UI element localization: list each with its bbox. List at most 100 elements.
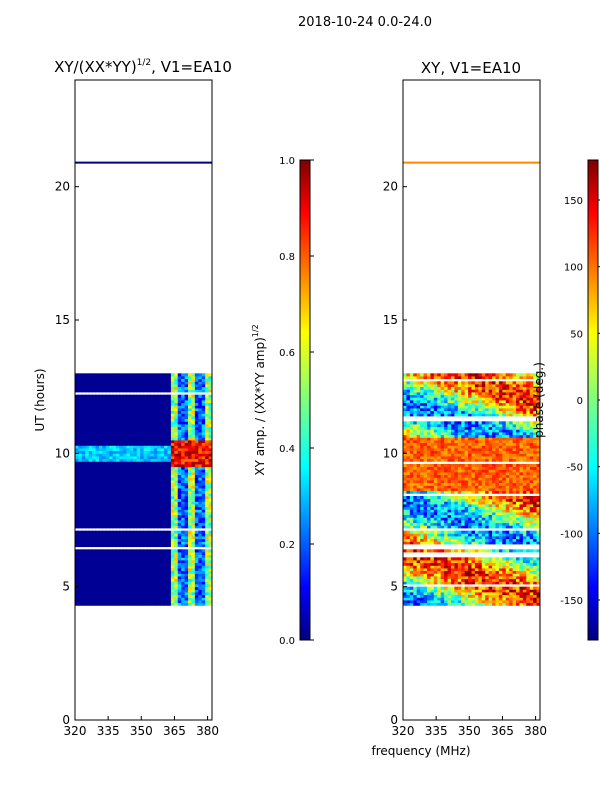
heatmap-cell (202, 597, 206, 600)
heatmap-cell (410, 536, 414, 539)
heatmap-cell (185, 549, 189, 552)
heatmap-cell (147, 448, 151, 451)
heatmap-cell (188, 429, 192, 432)
heatmap-cell (150, 560, 154, 563)
heatmap-cell (454, 523, 458, 526)
heatmap-cell (495, 592, 499, 595)
heatmap-cell (123, 432, 127, 435)
heatmap-cell (126, 509, 130, 512)
heatmap-cell (171, 549, 175, 552)
heatmap-cell (137, 499, 141, 502)
heatmap-cell (140, 536, 144, 539)
heatmap-cell (113, 565, 117, 568)
heatmap-cell (181, 419, 185, 422)
heatmap-cell (120, 571, 124, 574)
heatmap-cell (499, 539, 503, 542)
heatmap-cell (454, 565, 458, 568)
heatmap-cell (102, 403, 106, 406)
heatmap-cell (89, 491, 93, 494)
heatmap-cell (150, 467, 154, 470)
heatmap-cell (161, 603, 165, 606)
heatmap-cell (516, 549, 520, 552)
heatmap-cell (144, 541, 148, 544)
heatmap-cell (78, 419, 82, 422)
heatmap-cell (150, 600, 154, 603)
heatmap-cell (85, 576, 89, 579)
heatmap-cell (140, 595, 144, 598)
heatmap-cell (126, 504, 130, 507)
heatmap-cell (195, 571, 199, 574)
heatmap-cell (109, 603, 113, 606)
heatmap-cell (133, 595, 137, 598)
heatmap-cell (413, 589, 417, 592)
heatmap-cell (482, 568, 486, 571)
heatmap-cell (109, 416, 113, 419)
heatmap-cell (458, 515, 462, 518)
heatmap-cell (85, 467, 89, 470)
heatmap-cell (202, 456, 206, 459)
heatmap-cell (492, 560, 496, 563)
heatmap-cell (188, 379, 192, 382)
heatmap-cell (526, 592, 530, 595)
heatmap-cell (506, 512, 510, 515)
heatmap-cell (472, 576, 476, 579)
heatmap-cell (458, 496, 462, 499)
heatmap-cell (468, 501, 472, 504)
heatmap-cell (205, 469, 209, 472)
heatmap-cell (198, 523, 202, 526)
heatmap-cell (188, 571, 192, 574)
heatmap-cell (406, 560, 410, 563)
heatmap-cell (116, 395, 120, 398)
heatmap-cell (99, 595, 103, 598)
heatmap-cell (133, 563, 137, 566)
heatmap-cell (205, 488, 209, 491)
heatmap-cell (448, 603, 452, 606)
heatmap-cell (78, 397, 82, 400)
heatmap-cell (120, 587, 124, 590)
heatmap-cell (523, 491, 527, 494)
heatmap-cell (120, 432, 124, 435)
heatmap-cell (478, 483, 482, 486)
heatmap-cell (526, 515, 530, 518)
heatmap-cell (406, 600, 410, 603)
heatmap-cell (205, 557, 209, 560)
heatmap-cell (85, 493, 89, 496)
heatmap-cell (75, 445, 79, 448)
heatmap-cell (157, 584, 161, 587)
heatmap-cell (85, 512, 89, 515)
heatmap-cell (167, 451, 171, 454)
heatmap-cell (167, 587, 171, 590)
heatmap-cell (144, 459, 148, 462)
heatmap-cell (147, 568, 151, 571)
heatmap-cell (448, 568, 452, 571)
heatmap-cell (492, 520, 496, 523)
heatmap-cell (430, 491, 434, 494)
heatmap-cell (102, 560, 106, 563)
heatmap-cell (96, 517, 100, 520)
heatmap-cell (167, 563, 171, 566)
heatmap-cell (174, 477, 178, 480)
heatmap-cell (147, 405, 151, 408)
heatmap-cell (489, 573, 493, 576)
heatmap-cell (96, 485, 100, 488)
heatmap-cell (133, 421, 137, 424)
heatmap-cell (502, 573, 506, 576)
heatmap-cell (410, 565, 414, 568)
heatmap-cell (513, 600, 517, 603)
heatmap-cell (92, 552, 96, 555)
heatmap-cell (120, 573, 124, 576)
heatmap-cell (137, 413, 141, 416)
heatmap-cell (99, 539, 103, 542)
heatmap-cell (120, 560, 124, 563)
heatmap-cell (164, 600, 168, 603)
heatmap-cell (185, 469, 189, 472)
heatmap-cell (161, 424, 165, 427)
heatmap-cell (205, 467, 209, 470)
heatmap-cell (530, 512, 534, 515)
heatmap-cell (475, 595, 479, 598)
heatmap-cell (120, 475, 124, 478)
heatmap-cell (116, 485, 120, 488)
heatmap-cell (530, 597, 534, 600)
heatmap-cell (130, 437, 134, 440)
heatmap-cell (140, 565, 144, 568)
